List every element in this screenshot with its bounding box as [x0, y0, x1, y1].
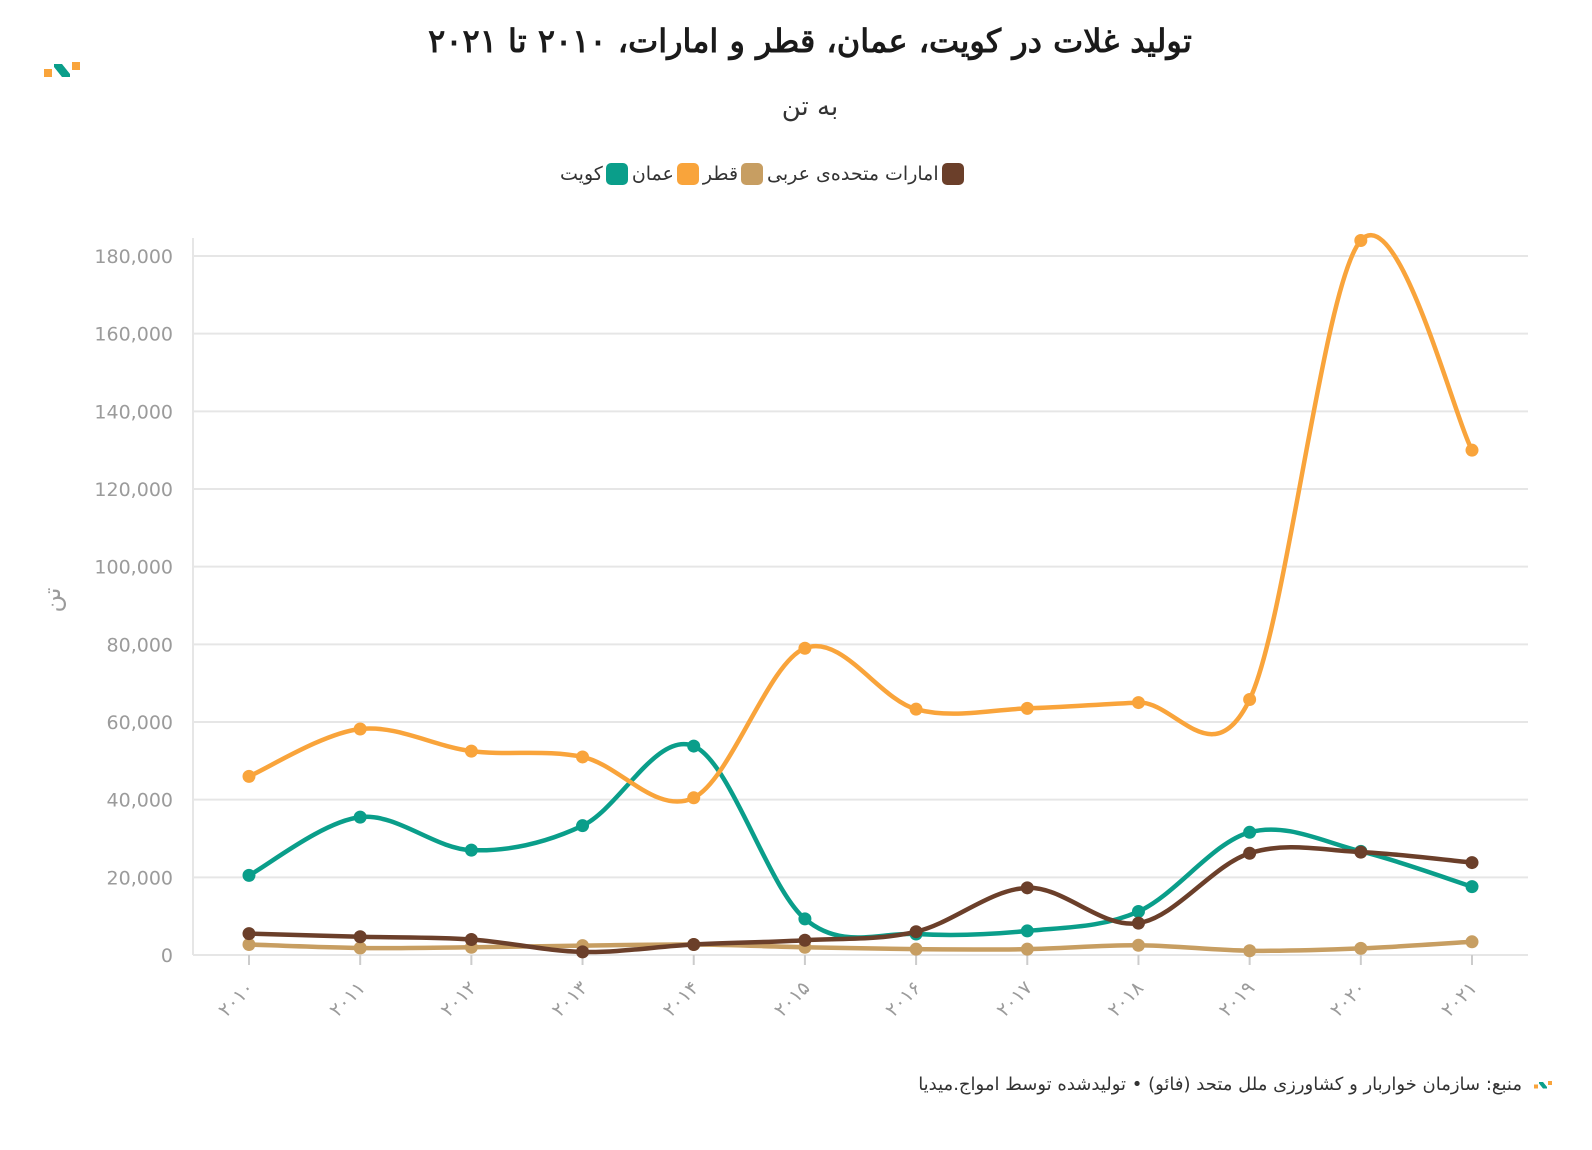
source-note: منبع: سازمان خواربار و کشاورزی ملل متحد …: [918, 1074, 1522, 1095]
y-tick-label: 140,000: [94, 401, 173, 423]
logo-icon: [44, 62, 80, 77]
data-point-kuwait[interactable]: [798, 912, 812, 926]
data-point-uae[interactable]: [464, 932, 478, 946]
data-point-oman[interactable]: [242, 769, 256, 783]
axis-layer: 0 20,000 40,000 60,000 80,000 100,000 120,000 1…: [94, 238, 1482, 1021]
data-point-uae[interactable]: [798, 933, 812, 947]
data-point-oman[interactable]: [687, 791, 701, 805]
legend-item-kuwait[interactable]: کویت: [560, 163, 628, 185]
data-point-qatar[interactable]: [1020, 942, 1034, 956]
y-tick-label: 100,000: [94, 557, 173, 579]
data-point-qatar[interactable]: [909, 942, 923, 956]
chart-subtitle: به تن: [781, 92, 839, 122]
data-point-kuwait[interactable]: [353, 810, 367, 824]
data-point-kuwait[interactable]: [1243, 825, 1257, 839]
legend-label-uae: امارات متحده‌ی عربی: [767, 163, 939, 185]
data-point-oman[interactable]: [576, 750, 590, 764]
data-point-qatar[interactable]: [1131, 938, 1145, 952]
data-point-kuwait[interactable]: [687, 739, 701, 753]
x-tick-label: ۲۰۱۵: [770, 977, 814, 1021]
data-point-qatar[interactable]: [1243, 944, 1257, 958]
data-point-kuwait[interactable]: [1465, 880, 1479, 894]
grid-layer: [193, 255, 1528, 956]
x-tick-label: ۲۰۱۷: [992, 977, 1036, 1021]
legend-item-oman[interactable]: عمان: [632, 163, 699, 185]
y-tick-label: 120,000: [94, 479, 173, 501]
y-tick-label: 20,000: [107, 867, 173, 889]
x-tick-label: ۲۰۱۴: [659, 977, 703, 1021]
data-point-uae[interactable]: [1465, 856, 1479, 870]
data-point-kuwait[interactable]: [464, 843, 478, 857]
series-line-uae: [246, 845, 1475, 955]
series-qatar: [242, 935, 1479, 958]
data-point-uae[interactable]: [1243, 846, 1257, 860]
y-tick-label: 180,000: [94, 246, 173, 268]
y-tick-label: 80,000: [107, 634, 173, 656]
x-tick-label: ۲۰۱۰: [214, 977, 258, 1021]
data-point-qatar[interactable]: [1465, 935, 1479, 949]
x-tick-label: ۲۰۱۹: [1215, 977, 1259, 1021]
legend-item-uae[interactable]: امارات متحده‌ی عربی: [767, 163, 964, 185]
footer-logo-icon: [1534, 1081, 1552, 1089]
data-point-kuwait[interactable]: [576, 819, 590, 833]
data-point-oman[interactable]: [1354, 233, 1368, 247]
data-point-kuwait[interactable]: [242, 868, 256, 882]
legend-label-oman: عمان: [631, 163, 674, 185]
data-point-oman[interactable]: [909, 702, 923, 716]
legend-label-qatar: قطر: [702, 163, 739, 185]
legend-swatch-kuwait: [605, 163, 628, 185]
x-tick-label: ۲۰۲۱: [1437, 977, 1481, 1021]
legend-swatch-oman: [676, 163, 699, 185]
x-tick-label: ۲۰۱۳: [548, 977, 592, 1021]
chart-title: تولید غلات در کویت، عمان، قطر و امارات، …: [428, 22, 1192, 60]
legend-item-qatar[interactable]: قطر: [702, 163, 764, 185]
data-point-kuwait[interactable]: [1131, 905, 1145, 919]
series-kuwait: [242, 739, 1479, 941]
data-point-oman[interactable]: [1131, 696, 1145, 710]
y-tick-label: 60,000: [107, 712, 173, 734]
legend-label-kuwait: کویت: [560, 163, 603, 185]
series-oman: [242, 233, 1479, 805]
data-point-uae[interactable]: [909, 925, 923, 939]
data-point-uae[interactable]: [687, 938, 701, 952]
data-point-oman[interactable]: [464, 744, 478, 758]
data-point-uae[interactable]: [1354, 845, 1368, 859]
y-axis-label: تن: [38, 588, 66, 613]
data-point-oman[interactable]: [1020, 701, 1034, 715]
chart-legend: کویت عمان قطر امارات متحده‌ی عربی: [560, 163, 964, 185]
data-point-oman[interactable]: [1243, 692, 1257, 706]
data-point-qatar[interactable]: [353, 941, 367, 955]
data-point-uae[interactable]: [576, 945, 590, 959]
series-line-kuwait: [246, 741, 1475, 940]
y-tick-label: 0: [161, 945, 173, 967]
y-tick-label: 160,000: [94, 324, 173, 346]
series-layer: [242, 233, 1479, 959]
x-tick-label: ۲۰۲۰: [1326, 977, 1370, 1021]
data-point-oman[interactable]: [353, 722, 367, 736]
y-tick-label: 40,000: [107, 790, 173, 812]
legend-swatch-uae: [941, 163, 964, 185]
x-tick-label: ۲۰۱۲: [436, 977, 480, 1021]
data-point-oman[interactable]: [1465, 443, 1479, 457]
data-point-kuwait[interactable]: [1020, 924, 1034, 938]
series-line-oman: [246, 233, 1475, 804]
series-uae: [242, 845, 1479, 959]
data-point-uae[interactable]: [242, 927, 256, 941]
data-point-uae[interactable]: [1131, 916, 1145, 930]
data-point-oman[interactable]: [798, 641, 812, 655]
data-point-qatar[interactable]: [242, 938, 256, 952]
series-line-qatar: [246, 939, 1475, 954]
x-tick-label: ۲۰۱۶: [881, 977, 925, 1021]
data-point-uae[interactable]: [353, 930, 367, 944]
data-point-qatar[interactable]: [1354, 941, 1368, 955]
x-tick-label: ۲۰۱۸: [1104, 977, 1148, 1021]
legend-swatch-qatar: [741, 163, 764, 185]
x-tick-label: ۲۰۱۱: [325, 977, 369, 1021]
data-point-uae[interactable]: [1020, 881, 1034, 895]
